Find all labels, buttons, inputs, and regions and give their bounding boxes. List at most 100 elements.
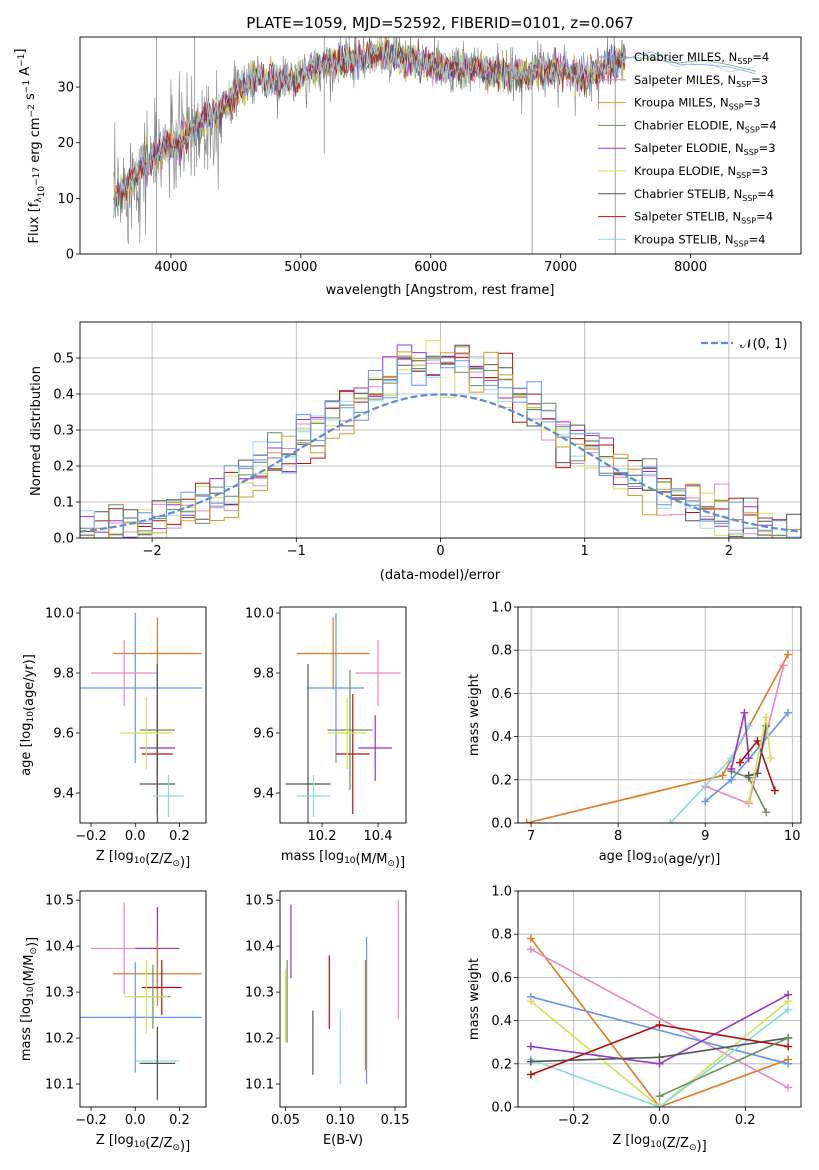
legend-nssp-sub: SSP: [742, 194, 757, 203]
tick-label-x: 0.2: [169, 829, 190, 844]
legend-nssp-sub: SSP: [736, 80, 751, 89]
label-part: age [log: [19, 723, 34, 776]
label-part: ⊙: [172, 859, 180, 869]
legend-nssp-value: 4: [767, 187, 774, 201]
tick-label-y: 10.4: [245, 940, 274, 955]
plot-area: [522, 650, 792, 823]
label-part: )]: [697, 1139, 707, 1154]
data-point: [784, 990, 793, 999]
tick-label-y: 0.6: [491, 971, 512, 986]
tick-label-y: 0.0: [491, 1101, 512, 1116]
errorbar-point: [124, 959, 169, 1034]
label-part: Flux [f: [27, 202, 42, 243]
tick-label-x: −2: [143, 544, 162, 559]
tick-label-y: 9.4: [53, 787, 74, 802]
tick-label-x: 10.2: [308, 829, 337, 844]
data-point: [526, 934, 535, 943]
data-point: [744, 754, 753, 763]
data-point: [784, 1005, 793, 1014]
series: [701, 708, 792, 806]
series-line: [530, 1000, 789, 1107]
legend-entry: Kroupa STELIB, NSSP=4: [634, 232, 766, 248]
label-part: mass [log: [19, 998, 34, 1061]
axes-frame: [79, 321, 802, 539]
tick-label-x: 0.10: [326, 1113, 355, 1128]
tick-label-y: 10.4: [45, 940, 74, 955]
series: [727, 708, 753, 773]
series: [526, 945, 793, 1092]
data-point: [701, 797, 710, 806]
tick-label-y: 10.3: [245, 986, 274, 1001]
axes-frame: [79, 36, 802, 255]
data-point: [526, 1042, 535, 1051]
axes-age_vs_mass: 10.2 10.4 9.4 9.6 9.8 10.0 mass [log10(M/M⊙)]: [245, 606, 407, 870]
tick-label-x: −0.2: [75, 1113, 107, 1128]
legend-name: Chabrier MILES: [634, 50, 721, 64]
tick-label-y: 9.6: [53, 727, 74, 742]
data-point: [727, 775, 736, 784]
data-point: [762, 713, 771, 722]
data-point: [744, 771, 753, 780]
data-point: [784, 1059, 793, 1068]
tick-label-x: 1: [581, 544, 589, 559]
errorbar-point: [327, 697, 367, 769]
data-point: [736, 758, 745, 767]
tick-label-x: 0.05: [271, 1113, 300, 1128]
series: [666, 721, 753, 823]
label-part: A: [18, 67, 33, 80]
tick-label-x: 0.15: [381, 1113, 410, 1128]
legend-nssp-value: 4: [762, 50, 769, 64]
data-point: [783, 650, 792, 659]
x-axis-label: wavelength [Angstrom, rest frame]: [326, 283, 555, 298]
legend-entry: 𝒩(0, 1): [740, 337, 787, 352]
data-point: [770, 786, 779, 795]
legend-entry: Salpeter ELODIE, NSSP=3: [634, 141, 776, 157]
y-axis-label: Flux [fλ10−17 erg cm−2 s−1 A−1]: [13, 49, 47, 244]
label-part: Z [log: [612, 1133, 650, 1148]
errorbar-point: [336, 694, 370, 814]
label-part: 10: [26, 986, 36, 998]
legend-name: Salpeter ELODIE: [634, 141, 728, 155]
tick-label-y: 9.8: [53, 667, 74, 682]
tick-label-y: 1.0: [491, 601, 512, 616]
tick-label-y: 10.2: [45, 1032, 74, 1047]
axes-weight_vs_Z: −0.2 0.0 0.2 0.0 0.2 0.4 0.6 0.8 1.0 Z [log10(Z/Z…: [467, 885, 802, 1154]
tick-label-x: 6000: [414, 260, 447, 275]
tick-label-y: 20: [57, 136, 74, 151]
label-part: (age/yr)]: [22, 654, 37, 711]
data-point: [784, 1033, 793, 1042]
legend-entry: Chabrier ELODIE, NSSP=4: [634, 118, 777, 134]
y-axis-label: mass weight: [467, 958, 482, 1040]
tick-label-y: 0.8: [491, 928, 512, 943]
legend-name: Salpeter MILES: [634, 73, 720, 87]
tick-label-x: 10.4: [364, 829, 393, 844]
label-part: −1: [22, 80, 32, 93]
data-point: [784, 1042, 793, 1051]
axes-frame: [279, 890, 407, 1108]
tick-label-y: 9.8: [253, 667, 274, 682]
x-axis-label: Z [log10(Z/Z⊙)]: [96, 1133, 190, 1154]
tick-label-x: 9: [701, 829, 709, 844]
legend-nssp-sub: SSP: [745, 125, 760, 134]
data-point: [666, 819, 675, 823]
label-part: )]: [25, 937, 40, 947]
axes-frame: [279, 606, 407, 824]
chart-title: PLATE=1059, MJD=52592, FIBERID=0101, z=0…: [246, 14, 633, 32]
legend: 𝒩(0, 1): [701, 337, 787, 352]
label-part: 10: [134, 1140, 146, 1150]
series: [744, 713, 775, 806]
label-part: λ: [34, 197, 44, 203]
legend-nssp-sub: SSP: [744, 148, 759, 157]
tick-label-y: 0.2: [491, 773, 512, 788]
tick-label-x: 0.0: [125, 829, 146, 844]
tick-label-x: 0.0: [125, 1113, 146, 1128]
tick-label-x: 0.2: [735, 1113, 756, 1128]
plot-area: [113, 37, 756, 254]
errorbar-point: [296, 617, 370, 690]
x-axis-label: (data-model)/error: [380, 568, 501, 583]
legend-nssp-sub: SSP: [736, 171, 751, 180]
tick-label-x: −0.2: [558, 1113, 590, 1128]
label-part: ]: [13, 49, 28, 54]
label-part: −17: [32, 167, 42, 186]
label-part: ⊙: [172, 1143, 180, 1153]
